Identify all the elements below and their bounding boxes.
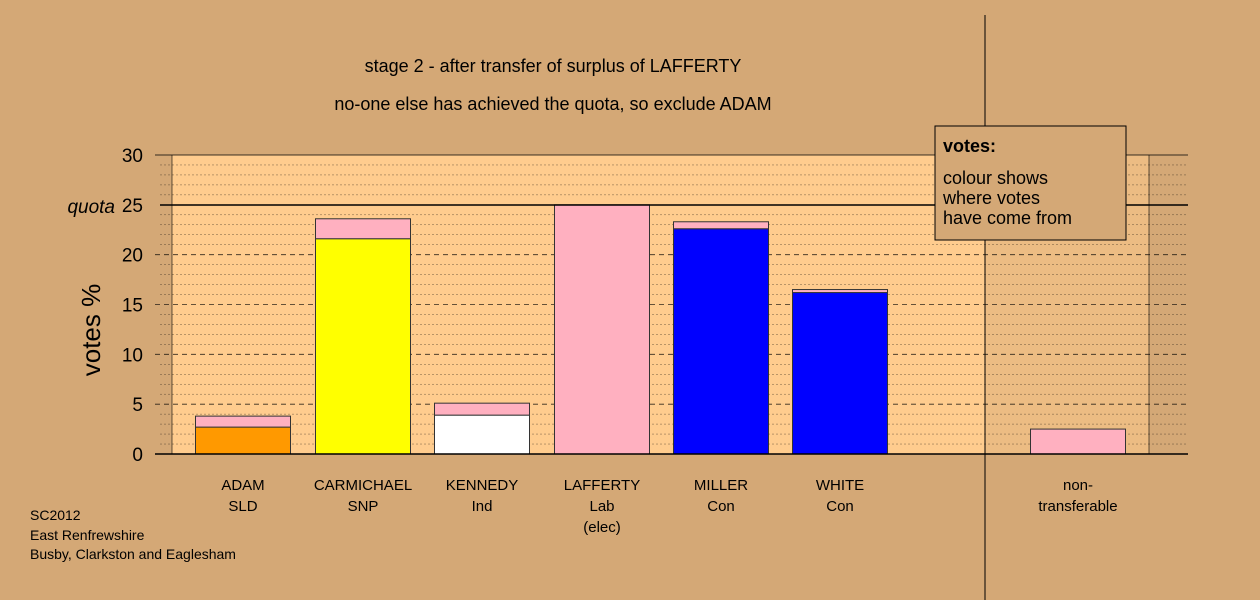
- category-label: LAFFERTY: [564, 477, 640, 494]
- quota-label: quota: [67, 197, 115, 218]
- y-tick-label: 5: [132, 395, 143, 416]
- category-label: ADAM: [221, 477, 264, 494]
- legend-title: votes:: [943, 136, 996, 156]
- bar-segment: [1030, 428, 1126, 455]
- legend-line: colour shows: [943, 168, 1048, 188]
- footer-line: Busby, Clarkston and Eaglesham: [30, 546, 236, 562]
- y-tick-label: 30: [122, 146, 143, 167]
- bar-segment: [792, 289, 888, 294]
- category-labels: ADAM SLD CARMICHAEL SNP KENNEDY Ind LAFFERTY La…: [221, 477, 1117, 536]
- bar-segment: [673, 221, 769, 230]
- category-label: MILLER: [694, 477, 748, 494]
- category-label: Con: [707, 498, 735, 515]
- category-label: KENNEDY: [446, 477, 519, 494]
- bar-segment: [315, 218, 411, 240]
- category-label: WHITE: [816, 477, 864, 494]
- category-label: Ind: [472, 498, 493, 515]
- category-label: CARMICHAEL: [314, 477, 412, 494]
- category-label: (elec): [583, 519, 621, 536]
- y-tick-label: 25: [122, 196, 143, 217]
- y-axis: 0 5 10 15 20 25 30: [122, 146, 143, 466]
- y-tick-label: 15: [122, 296, 143, 317]
- category-label: SNP: [348, 498, 379, 515]
- y-axis-label: votes %: [76, 284, 106, 377]
- bar-segment: [195, 426, 291, 455]
- footer-line: East Renfrewshire: [30, 527, 145, 543]
- bar-segment: [554, 204, 650, 455]
- y-tick-label: 10: [122, 345, 143, 366]
- category-label: Con: [826, 498, 854, 515]
- bar-segment: [673, 228, 769, 455]
- category-label: Lab: [589, 498, 614, 515]
- legend: votes: colour shows where votes have com…: [934, 125, 1127, 241]
- bars: [195, 204, 1126, 455]
- bar-segment: [195, 415, 291, 428]
- footer-line: SC2012: [30, 507, 81, 523]
- bar-segment: [315, 238, 411, 455]
- bar-segment: [792, 292, 888, 455]
- legend-line: have come from: [943, 208, 1072, 228]
- bar-segment: [434, 402, 530, 416]
- bar-segment: [434, 414, 530, 455]
- legend-line: where votes: [942, 188, 1040, 208]
- y-tick-label: 20: [122, 246, 143, 267]
- category-label: SLD: [228, 498, 257, 515]
- category-label: non-: [1063, 477, 1093, 494]
- category-label: transferable: [1038, 498, 1117, 515]
- y-tick-label: 0: [132, 445, 143, 466]
- legend-box: [934, 125, 1127, 241]
- chart-subtitle: no-one else has achieved the quota, so e…: [334, 94, 771, 114]
- chart-title: stage 2 - after transfer of surplus of L…: [365, 56, 742, 76]
